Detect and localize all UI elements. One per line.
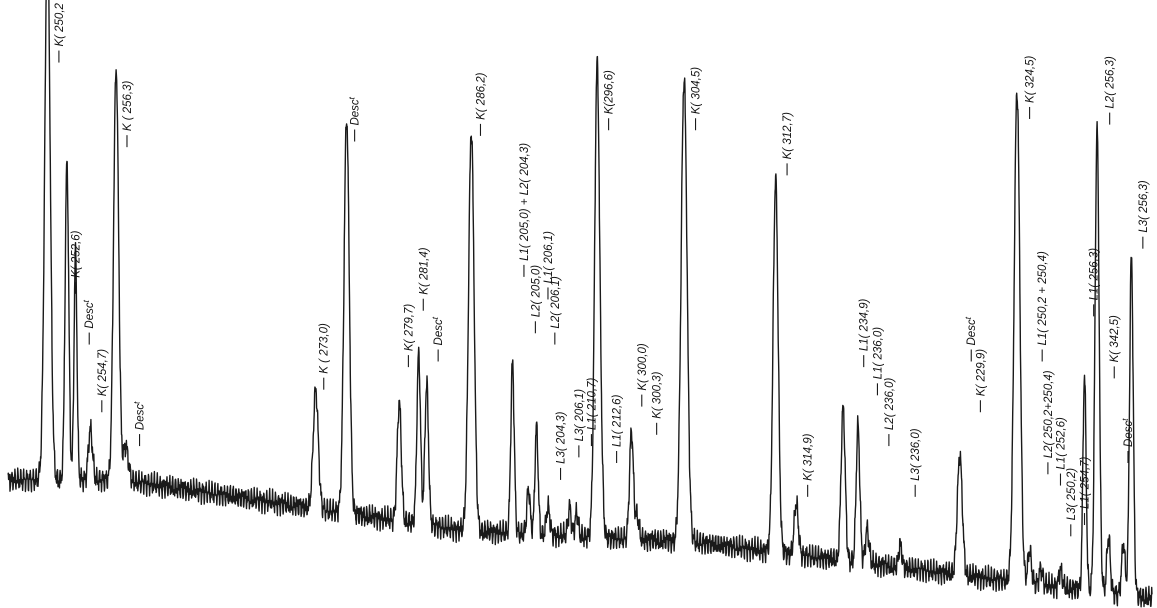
peak-label: L1( 206,1) — [543, 231, 555, 284]
peak-label: L3( 236,0) — [910, 428, 922, 481]
peak-label: K( 281,4) — [418, 247, 430, 294]
peak-label: Desct — [82, 299, 96, 328]
peak-label: Desct — [348, 96, 362, 125]
peak-label: L1( 212,6) — [612, 394, 624, 447]
peak-label: K ( 256,3) — [122, 80, 134, 131]
peak-label: L2( 250,2+250,4) — [1043, 370, 1055, 458]
peak-label: L3( 250,2) — [1066, 468, 1078, 521]
peak-label: L1( 205,0) + L2( 204,3) — [519, 143, 531, 261]
peak-label: K ( 273,0) — [319, 323, 331, 374]
peak-label: L1( 254,7) — [1080, 456, 1092, 509]
peak-label-superscript: t — [348, 96, 357, 99]
peak-label: Desct — [1121, 418, 1135, 447]
peak-label: K( 312,7) — [782, 112, 794, 159]
peak-label-superscript: t — [133, 401, 142, 404]
peak-label: K( 300,0) — [637, 343, 649, 390]
peak-label: K( 229,9) — [975, 349, 987, 396]
peak-label-superscript: t — [964, 316, 973, 319]
peak-label: L3( 204,3) — [556, 411, 568, 464]
peak-label: L3( 256,3) — [1138, 180, 1150, 233]
peak-label: L1( 250,2 + 250,4) — [1037, 251, 1049, 345]
peak-label: L1( 236,0) — [872, 327, 884, 380]
peak-label: K( 304,5) — [691, 67, 703, 114]
peak-label: L1( 252,6) — [1055, 417, 1067, 470]
peak-label: L2( 205,0) — [530, 265, 542, 318]
peak-label: L1( 256,3) — [1089, 248, 1101, 301]
peak-label: K( 279,7) — [403, 304, 415, 351]
peak-label-superscript: t — [82, 299, 91, 302]
peak-label: K( 254,7) — [97, 349, 109, 396]
peak-label: L1( 210,7) — [586, 377, 598, 430]
peak-label: K( 286,2) — [475, 72, 487, 119]
peak-label-superscript: t — [1121, 418, 1130, 421]
peak-label: K(296,6) — [604, 70, 616, 114]
peak-label: K( 314,9) — [803, 433, 815, 480]
peak-label: Desct — [431, 316, 445, 345]
peak-label: L2( 206,1) — [550, 276, 562, 329]
peak-label-superscript: t — [431, 316, 440, 319]
peak-label: K( 342,5) — [1109, 315, 1121, 362]
peak-label: L1( 234,9) — [859, 299, 871, 352]
peak-label: Desct — [133, 401, 147, 430]
peak-label: K( 250,2 + 250,4) — [54, 0, 66, 47]
peak-label: K( 252,6) — [70, 230, 82, 277]
peak-label: K( 300,3) — [652, 371, 664, 418]
spectrum-trace — [7, 0, 1153, 608]
peak-labels: K( 250,2 + 250,4) K( 252,6) Desct K( 254,7)… — [54, 0, 1150, 537]
peak-label: Desct — [964, 316, 978, 345]
peak-label: L2( 256,3) — [1105, 56, 1117, 109]
peak-label: L3( 206,1) — [574, 389, 586, 442]
peak-label: L2( 236,0) — [884, 377, 896, 430]
peak-label: K( 324,5) — [1025, 55, 1037, 102]
